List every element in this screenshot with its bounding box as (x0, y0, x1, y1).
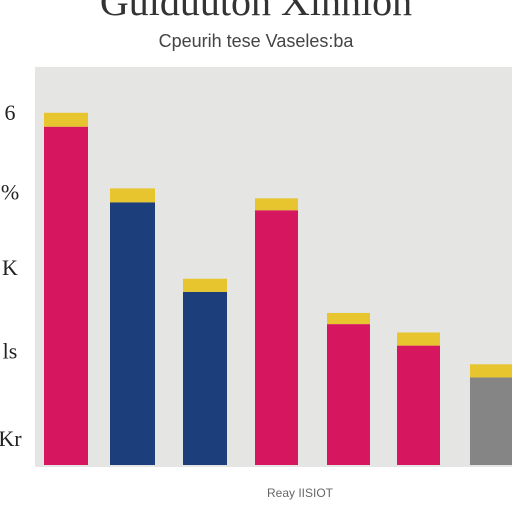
bar-segment (110, 188, 155, 203)
bar-segment (470, 364, 512, 378)
y-tick-label: Kr (0, 426, 22, 451)
bar-segment (44, 112, 88, 127)
chart-title: Guiduuton Xinnion (100, 0, 412, 24)
bar-segment (327, 324, 370, 465)
y-tick-label: % (1, 179, 19, 204)
y-tick-label: K (2, 255, 18, 280)
bar-segment (255, 198, 298, 211)
bar-segment (110, 202, 155, 465)
bar-segment (470, 377, 512, 465)
bar-segment (327, 312, 370, 325)
bar-segment (397, 345, 440, 465)
bar-segment (183, 291, 227, 465)
x-axis-label: Reay IISIOT (267, 486, 334, 500)
y-tick-label: ls (3, 339, 18, 364)
bar-segment (183, 278, 227, 292)
chart-subtitle: Cpeurih tese Vaseles:ba (159, 31, 355, 51)
bar-segment (255, 210, 298, 465)
bar-segment (44, 126, 88, 465)
bar-segment (397, 332, 440, 346)
y-tick-label: 6 (5, 100, 16, 125)
